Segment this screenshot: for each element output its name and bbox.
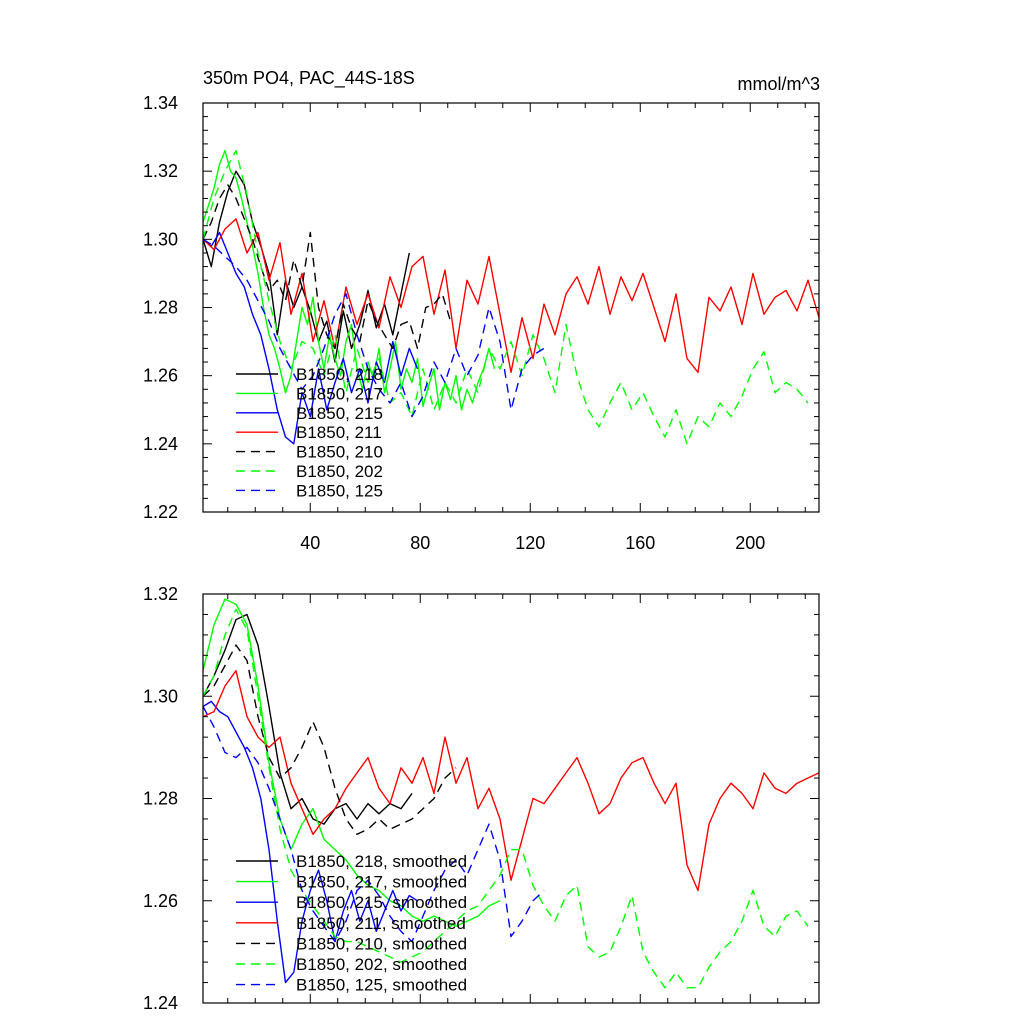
y-tick-label: 1.22 <box>143 502 178 522</box>
series-line-0-2 <box>202 231 419 445</box>
top-axes: 40 80 120 160 200 1.22 1.24 1.26 1.28 1.30 1.32 1.3… <box>143 93 819 553</box>
y-tick-label: 1.34 <box>143 93 178 113</box>
series-line-0-4 <box>202 184 452 350</box>
legend-label: B1850, 125, smoothed <box>296 976 467 995</box>
x-tick-label: 80 <box>410 533 430 553</box>
series-line-1-2 <box>202 700 418 984</box>
legend-label: B1850, 202 <box>296 462 383 481</box>
y-tick-label: 1.24 <box>143 993 178 1013</box>
legend-label: B1850, 217 <box>296 384 383 403</box>
legend-label: B1850, 211, smoothed <box>296 914 466 933</box>
legend-label: B1850, 210 <box>296 443 383 462</box>
legend-label: B1850, 125 <box>296 481 383 500</box>
series-line-0-6 <box>202 238 545 418</box>
series-line-1-5 <box>202 608 809 989</box>
y-tick-label: 1.28 <box>143 298 178 318</box>
legend-label: B1850, 211 <box>296 423 382 442</box>
series-line-1-1 <box>202 598 501 927</box>
legend-label: B1850, 210, smoothed <box>296 934 467 953</box>
top-series-lines <box>202 149 820 445</box>
series-line-0-5 <box>202 149 809 445</box>
y-tick-label: 1.28 <box>143 789 178 809</box>
bottom-panel: 1.24 1.26 1.28 1.30 1.32 B1850, 218, smoothe… <box>143 584 820 1013</box>
top-title: 350m PO4, PAC_44S-18S <box>203 68 415 89</box>
y-tick-label: 1.26 <box>143 366 178 386</box>
series-line-0-3 <box>202 218 820 373</box>
bottom-axes: 1.24 1.26 1.28 1.30 1.32 <box>143 584 819 1013</box>
bottom-series-lines <box>202 598 820 989</box>
series-line-1-0 <box>202 613 413 825</box>
y-tick-label: 1.32 <box>143 161 178 181</box>
x-tick-label: 120 <box>515 533 545 553</box>
y-tick-label: 1.30 <box>143 229 178 249</box>
y-tick-label: 1.24 <box>143 434 178 454</box>
series-line-1-3 <box>202 670 820 892</box>
bottom-legend: B1850, 218, smoothed B1850, 217, smoothed… <box>236 852 467 995</box>
x-tick-label: 200 <box>735 533 765 553</box>
y-tick-label: 1.30 <box>143 686 178 706</box>
x-tick-label: 40 <box>300 533 320 553</box>
legend-label: B1850, 215 <box>296 404 383 423</box>
legend-label: B1850, 202, smoothed <box>296 955 467 974</box>
legend-label: B1850, 215, smoothed <box>296 893 467 912</box>
legend-label: B1850, 218, smoothed <box>296 852 467 871</box>
top-panel: 350m PO4, PAC_44S-18S mmol/m^3 40 80 120 16… <box>143 68 820 553</box>
y-tick-label: 1.26 <box>143 891 178 911</box>
series-line-1-4 <box>202 644 457 835</box>
top-units: mmol/m^3 <box>738 74 820 94</box>
legend-label: B1850, 218 <box>296 365 383 384</box>
x-tick-label: 160 <box>625 533 655 553</box>
legend-label: B1850, 217, smoothed <box>296 873 467 892</box>
y-tick-label: 1.32 <box>143 584 178 604</box>
series-line-1-6 <box>202 706 545 943</box>
